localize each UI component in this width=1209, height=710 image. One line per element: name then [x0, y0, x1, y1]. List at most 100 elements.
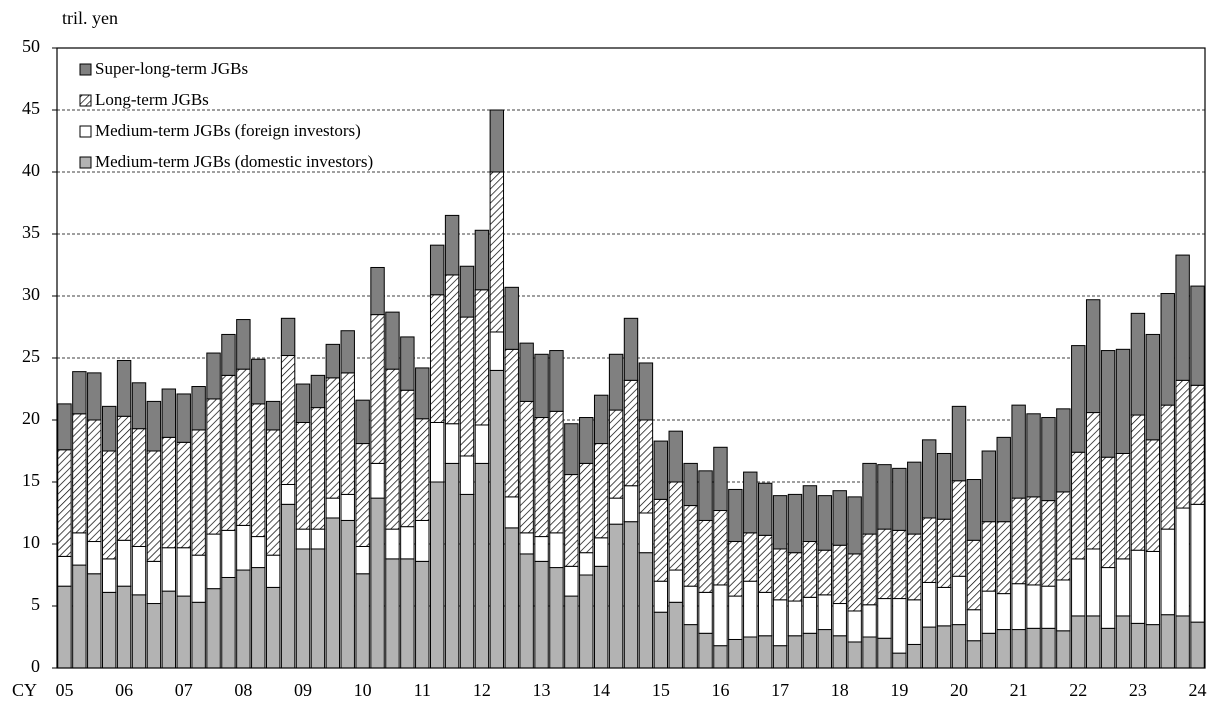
bar-segment — [415, 367, 430, 420]
bar-segment — [713, 645, 728, 669]
bar-segment — [638, 512, 654, 554]
bar-segment — [489, 331, 505, 371]
bar-segment — [1085, 412, 1101, 550]
legend-swatch — [79, 63, 92, 76]
x-tick-label: 21 — [1010, 680, 1028, 700]
bar-segment — [400, 526, 415, 560]
bar-segment — [176, 393, 191, 443]
bar-segment — [698, 591, 713, 634]
bar-segment — [265, 586, 281, 669]
bar-segment — [579, 552, 594, 576]
bar-segment — [728, 541, 743, 597]
bar-segment — [653, 498, 669, 582]
bar-segment — [1011, 497, 1026, 585]
x-tick-label: 24 — [1189, 680, 1207, 700]
bar-segment — [1056, 408, 1071, 493]
bar-segment — [1026, 496, 1041, 586]
bar-segment — [340, 330, 355, 374]
bar-segment — [1041, 627, 1056, 669]
bar-segment — [832, 544, 847, 605]
bar-segment — [116, 415, 132, 541]
bar-segment — [996, 593, 1011, 631]
bar-segment — [1071, 345, 1086, 453]
bar-segment — [355, 443, 370, 547]
bar-segment — [519, 553, 534, 669]
bar-segment — [847, 553, 862, 612]
bar-segment — [459, 316, 475, 457]
x-tick-label: 15 — [652, 680, 670, 700]
bar-segment — [772, 548, 788, 601]
bar-segment — [265, 429, 281, 556]
bar-segment — [623, 379, 639, 487]
bar-segment — [295, 528, 311, 550]
bar-segment — [534, 560, 549, 669]
bar-segment — [1115, 452, 1131, 560]
bar-segment — [474, 462, 490, 669]
bar-segment — [1175, 615, 1190, 669]
bar-segment — [221, 576, 236, 669]
bar-segment — [206, 588, 221, 669]
bar-segment — [131, 428, 147, 547]
bar-segment — [459, 455, 475, 495]
bar-segment — [415, 560, 430, 669]
bar-segment — [1190, 503, 1205, 623]
bar-segment — [892, 598, 907, 654]
x-tick-label: 18 — [831, 680, 849, 700]
bar-segment — [116, 359, 132, 417]
bar-segment — [623, 521, 639, 669]
bar-segment — [101, 591, 117, 669]
bar-segment — [1175, 507, 1190, 617]
bar-segment — [698, 632, 713, 669]
bar-segment — [579, 462, 594, 554]
bar-segment — [474, 289, 490, 426]
bar-segment — [534, 417, 549, 538]
bar-segment — [564, 474, 579, 567]
bar-segment — [683, 505, 698, 587]
bar-segment — [1026, 627, 1041, 669]
x-tick-label: 09 — [294, 680, 312, 700]
bar-segment — [325, 343, 341, 379]
bar-segment — [310, 528, 326, 550]
bar-segment — [1130, 312, 1146, 416]
bar-segment — [325, 377, 341, 499]
bar-segment — [1145, 550, 1161, 626]
bar-segment — [474, 229, 490, 291]
bar-segment — [847, 610, 862, 643]
bar-segment — [608, 523, 624, 669]
bar-segment — [623, 317, 639, 381]
bar-segment — [877, 598, 892, 639]
bar-segment — [236, 368, 251, 526]
bar-segment — [87, 573, 102, 669]
bar-segment — [161, 547, 177, 592]
bar-segment — [668, 601, 683, 669]
bar-segment — [1130, 622, 1146, 669]
bar-segment — [1190, 384, 1205, 505]
bar-segment — [877, 464, 892, 530]
bar-segment — [817, 495, 833, 551]
x-tick-label: 22 — [1069, 680, 1087, 700]
bar-segment — [728, 595, 743, 640]
bar-segment — [683, 585, 698, 626]
bar-segment — [1085, 299, 1101, 414]
bar-segment — [1071, 615, 1086, 669]
bar-segment — [921, 439, 937, 519]
bar-segment — [921, 626, 937, 669]
bar-segment — [1056, 491, 1071, 581]
bar-segment — [87, 541, 102, 575]
bar-segment — [340, 519, 355, 669]
bar-segment — [280, 355, 296, 485]
bar-segment — [429, 244, 445, 296]
x-axis-label: CY — [12, 680, 37, 700]
bar-segment — [907, 461, 922, 535]
bar-segment — [787, 635, 803, 669]
bar-segment — [355, 573, 370, 669]
x-tick-label: 23 — [1129, 680, 1147, 700]
bar-segment — [877, 637, 892, 669]
bar-segment — [444, 274, 460, 425]
bar-segment — [221, 333, 236, 376]
bar-segment — [549, 567, 564, 669]
bar-segment — [713, 584, 728, 647]
bar-segment — [564, 595, 579, 669]
bar-segment — [161, 436, 177, 549]
legend-swatch — [79, 156, 92, 169]
